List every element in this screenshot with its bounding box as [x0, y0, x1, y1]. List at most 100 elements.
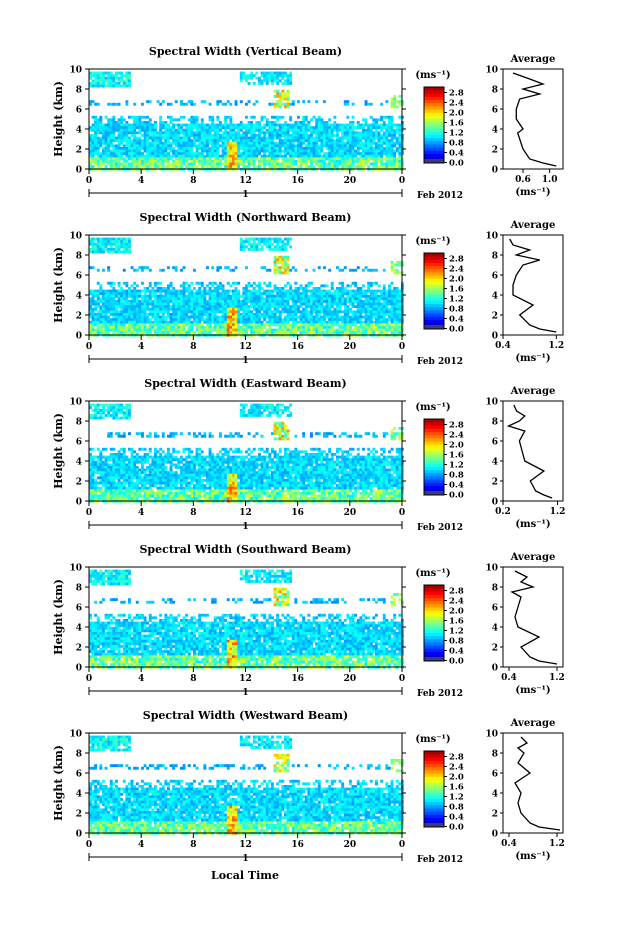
colorbar-swatch [424, 99, 444, 104]
colorbar-swatch [424, 632, 444, 637]
colorbar-tick-label: 1.2 [449, 627, 464, 637]
colorbar-swatch [424, 284, 444, 289]
panel-title: Spectral Width (Westward Beam) [143, 709, 348, 722]
colorbar-tick-label: 0.8 [449, 471, 464, 481]
colorbar-swatch [424, 466, 444, 471]
panel-title: Spectral Width (Northward Beam) [140, 211, 352, 224]
colorbar-tick-label: 2.0 [449, 441, 464, 451]
x-tick-label: 20 [344, 674, 357, 684]
colorbar-swatch [424, 760, 444, 765]
profile-line [510, 570, 558, 665]
x-tick-label: 0 [86, 840, 92, 850]
panel-2: Spectral Width (Northward Beam)0246810He… [52, 211, 564, 367]
heatmap-cells [89, 237, 404, 337]
y-tick-label: 2 [76, 810, 82, 820]
colorbar-swatch [424, 588, 444, 592]
colorbar-swatch [424, 106, 444, 110]
colorbar-tick-label: 1.6 [449, 617, 464, 627]
y-tick-label: 6 [76, 106, 82, 116]
profile-line [506, 404, 553, 499]
x-tick-label: 0 [399, 342, 405, 352]
profile-x-tick-label: 0.4 [501, 673, 517, 683]
profile-title: Average [510, 718, 556, 729]
profile-y-tick-label: 8 [492, 252, 498, 262]
profile-x-axis-label: (ms⁻¹) [515, 353, 550, 364]
heatmap-cells [89, 71, 404, 171]
profile-x-tick-label: 0.4 [501, 839, 517, 849]
colorbar-swatch [424, 259, 444, 263]
y-axis-label: Height (km) [52, 579, 65, 655]
colorbar-swatch [424, 629, 444, 633]
x-tick-label: 0 [86, 342, 92, 352]
colorbar-swatch [424, 291, 444, 295]
profile-y-tick-label: 10 [485, 66, 498, 76]
date-label: Feb 2012 [417, 855, 463, 865]
profile-y-tick-label: 10 [485, 398, 498, 408]
colorbar-swatch [424, 820, 444, 825]
x-tick-label: 8 [190, 508, 196, 518]
colorbar-low-swatch [424, 657, 444, 661]
panel-5: Spectral Width (Westward Beam)0246810Hei… [52, 709, 565, 865]
colorbar-swatch [424, 447, 444, 452]
colorbar-swatch [424, 623, 444, 627]
y-tick-label: 8 [76, 86, 82, 96]
y-axis-label: Height (km) [52, 247, 65, 323]
profile-y-tick-label: 10 [485, 232, 498, 242]
y-tick-label: 0 [76, 332, 82, 342]
colorbar-tick-label: 0.4 [449, 315, 464, 325]
profile-y-tick-label: 4 [492, 126, 498, 136]
colorbar-tick-label: 1.6 [449, 285, 464, 295]
profile-frame [502, 234, 564, 336]
colorbar-unit: (ms⁻¹) [415, 734, 450, 745]
colorbar-swatch [424, 322, 444, 327]
x-tick-label: 20 [344, 176, 357, 186]
colorbar-frame [423, 584, 445, 662]
panel-title: Spectral Width (Southward Beam) [139, 543, 351, 556]
profile-y-tick-label: 6 [492, 272, 498, 282]
colorbar-swatch [424, 804, 444, 809]
colorbar-swatch [424, 485, 444, 490]
colorbar-swatch [424, 763, 444, 768]
colorbar-swatch [424, 597, 444, 602]
colorbar-swatch [424, 779, 444, 784]
colorbar-swatch [424, 754, 444, 758]
y-tick-label: 4 [76, 624, 82, 634]
colorbar-swatch [424, 776, 444, 780]
day-label: 1 [242, 190, 248, 200]
colorbar-swatch [424, 112, 444, 116]
colorbar-low-swatch [424, 823, 444, 827]
profile-y-tick-label: 6 [492, 106, 498, 116]
colorbar-unit: (ms⁻¹) [415, 236, 450, 247]
date-label: Feb 2012 [417, 357, 463, 367]
colorbar-tick-label: 2.4 [449, 99, 464, 109]
y-tick-label: 4 [76, 292, 82, 302]
colorbar-swatch [424, 801, 444, 806]
colorbar-swatch [424, 431, 444, 436]
x-tick-label: 8 [190, 342, 196, 352]
colorbar-tick-label: 2.8 [449, 587, 464, 597]
y-tick-label: 2 [76, 146, 82, 156]
y-tick-label: 4 [76, 126, 82, 136]
x-tick-label: 0 [399, 176, 405, 186]
colorbar-swatch [424, 287, 444, 292]
local-time-axis-label: Local Time [211, 869, 279, 882]
colorbar-swatch [424, 814, 444, 818]
colorbar-swatch [424, 472, 444, 477]
colorbar-swatch [424, 434, 444, 439]
profile-line [514, 736, 561, 831]
colorbar-tick-label: 2.0 [449, 773, 464, 783]
x-tick-label: 0 [399, 840, 405, 850]
colorbar-swatch [424, 616, 444, 621]
colorbar-swatch [424, 102, 444, 107]
colorbar-swatch [424, 613, 444, 618]
heatmap-cells [89, 403, 404, 503]
colorbar-tick-label: 1.6 [449, 783, 464, 793]
profile-y-tick-label: 2 [492, 810, 498, 820]
colorbar-swatch [424, 770, 444, 774]
x-tick-label: 16 [291, 176, 304, 186]
profile-y-tick-label: 8 [492, 750, 498, 760]
colorbar-swatch [424, 817, 444, 822]
colorbar-swatch [424, 147, 444, 151]
profile-frame [502, 732, 564, 834]
colorbar-swatch [424, 134, 444, 139]
